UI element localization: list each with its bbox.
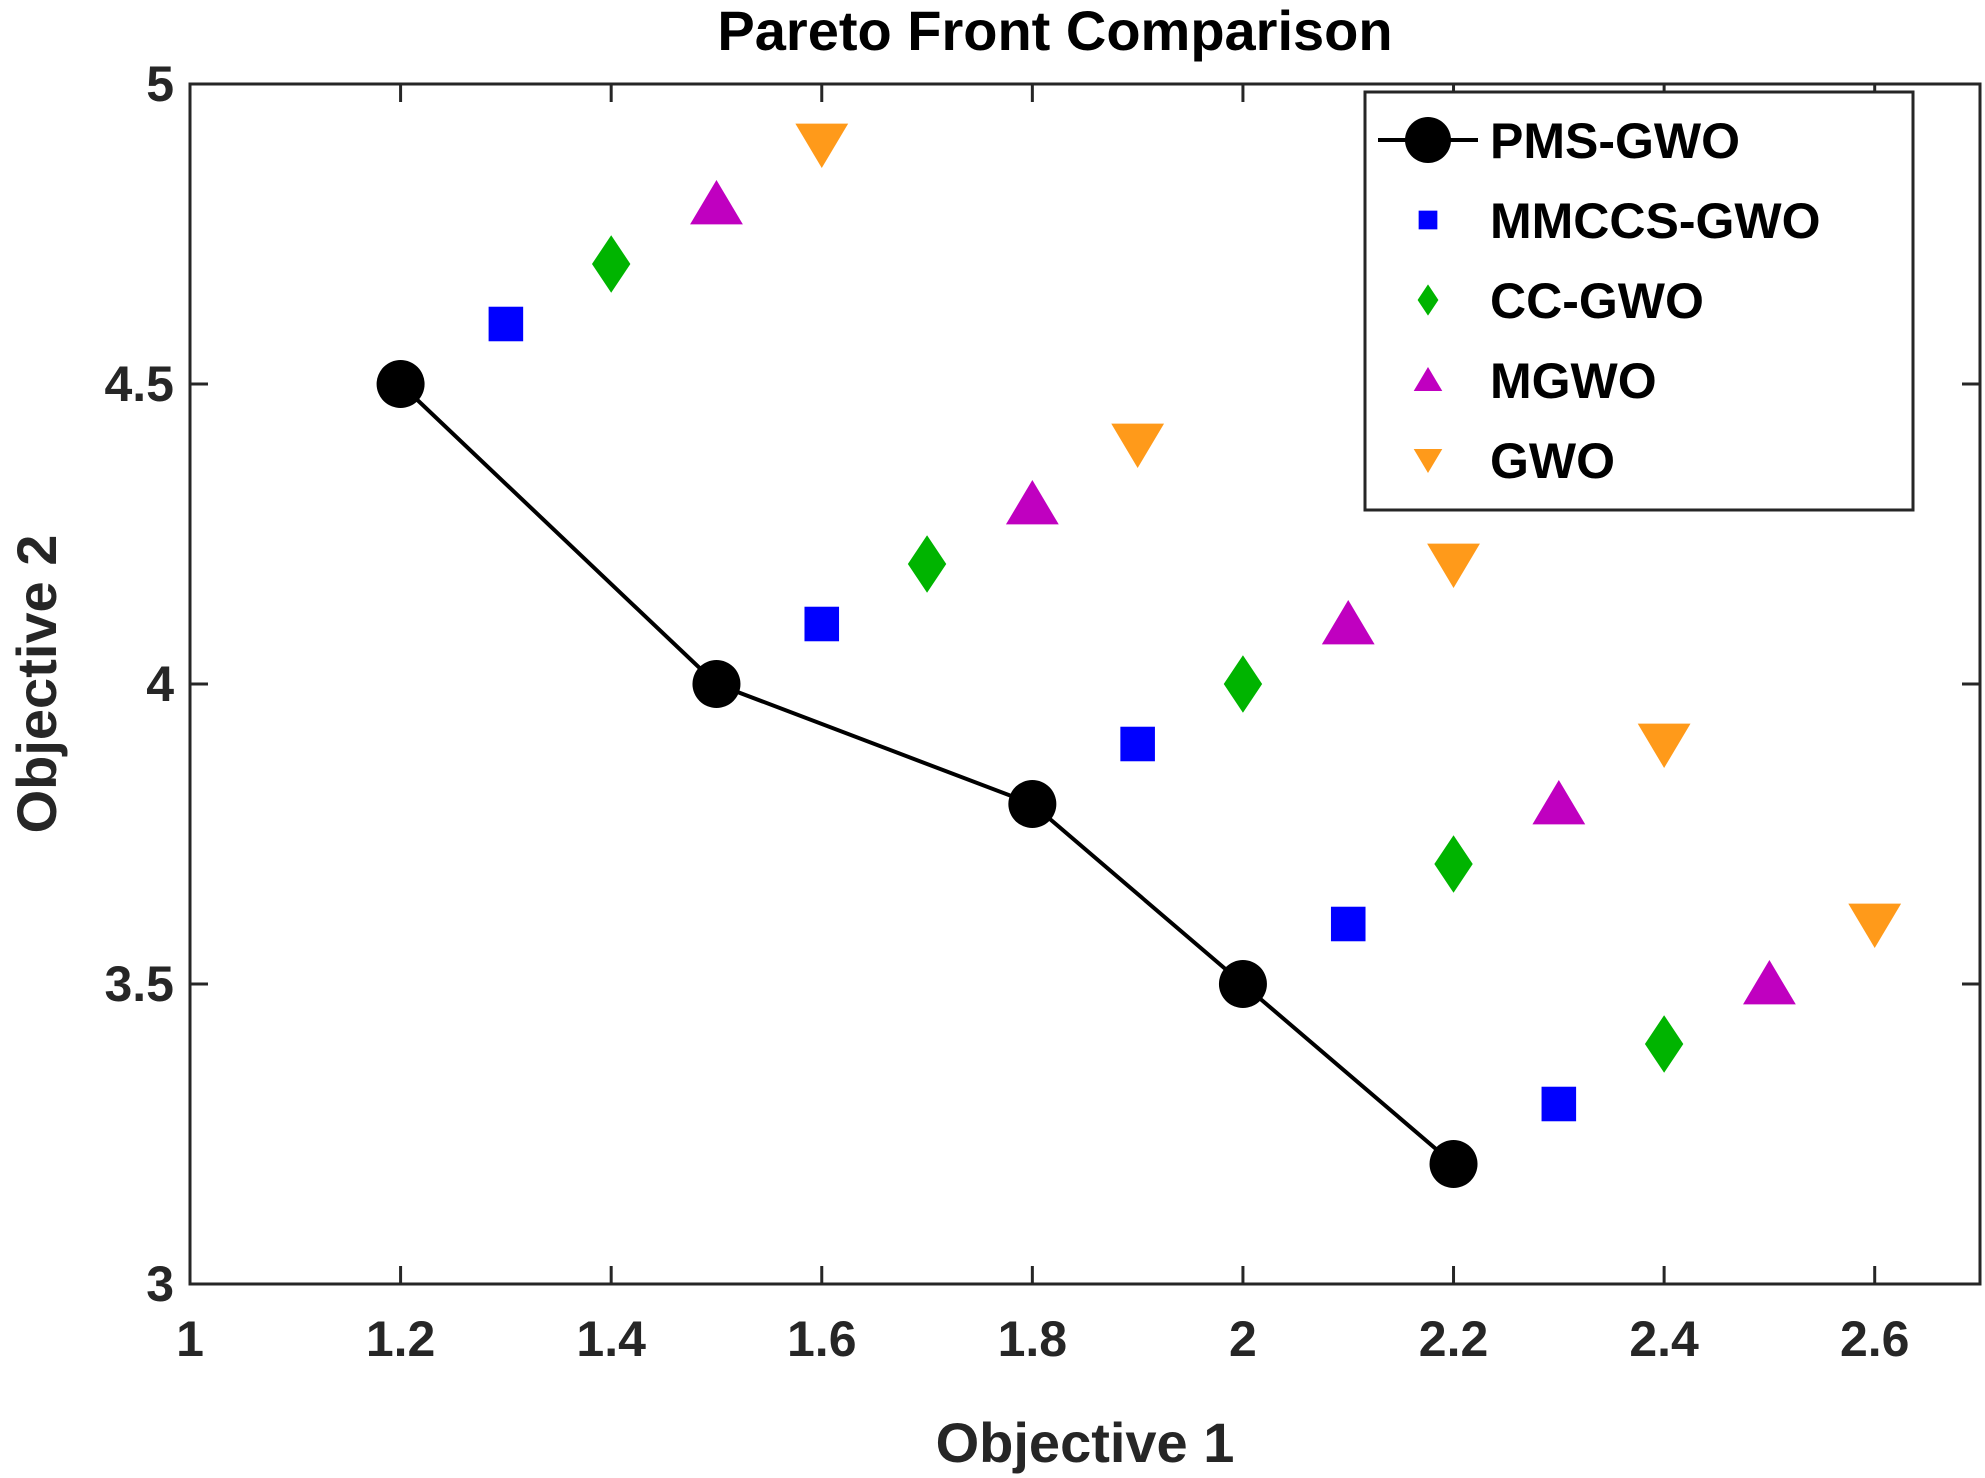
y-tick-label: 4: [146, 656, 174, 712]
data-point: [376, 360, 425, 408]
data-point: [1541, 1086, 1577, 1122]
series-layer: [376, 123, 1902, 1188]
data-point: [907, 535, 947, 593]
legend-item: PMS-GWO: [1378, 113, 1740, 169]
series-gwo: [795, 123, 1902, 948]
data-point: [1637, 723, 1691, 768]
data-point: [1005, 480, 1059, 525]
data-point: [1848, 903, 1902, 948]
x-tick-label: 2.4: [1629, 1311, 1699, 1367]
data-point: [1120, 726, 1155, 762]
legend-label: PMS-GWO: [1490, 113, 1740, 169]
y-tick-label: 5: [146, 56, 174, 112]
legend-item: MMCCS-GWO: [1418, 193, 1821, 249]
legend: PMS-GWO MMCCS-GWO CC-GWO MGWO GWO: [1363, 90, 1915, 512]
legend-label: CC-GWO: [1490, 273, 1704, 329]
data-point: [690, 180, 743, 225]
x-axis: 1 1.2 1.4 1.6 1.8 2 2.2 2.4 2.6: [176, 84, 1909, 1367]
legend-marker: [1405, 117, 1451, 163]
x-tick-label: 1.6: [787, 1311, 857, 1367]
y-axis: 3 3.5 4 4.5 5: [104, 56, 1980, 1312]
data-point: [804, 606, 840, 642]
legend-marker: [1417, 284, 1439, 316]
x-axis-label: Objective 1: [936, 1411, 1235, 1474]
data-point: [591, 235, 631, 293]
data-point: [1644, 1015, 1684, 1073]
legend-marker: [1418, 210, 1438, 230]
x-tick-label: 1.8: [998, 1311, 1068, 1367]
legend-marker: [1413, 448, 1443, 473]
y-tick-label: 4.5: [104, 356, 174, 412]
x-tick-label: 2.6: [1840, 1311, 1910, 1367]
data-point: [1532, 780, 1586, 825]
legend-item: MGWO: [1413, 353, 1657, 409]
series-mmccs-gwo: [488, 306, 1577, 1122]
data-point: [1743, 960, 1796, 1005]
data-point: [1218, 960, 1267, 1008]
data-point: [488, 306, 524, 342]
x-tick-label: 1.2: [366, 1311, 436, 1367]
x-tick-label: 1: [176, 1311, 204, 1367]
data-point: [1429, 1140, 1478, 1188]
series-cc-gwo: [591, 235, 1684, 1073]
data-point: [1111, 423, 1165, 468]
data-point: [1427, 543, 1480, 588]
x-tick-label: 2.2: [1419, 1311, 1489, 1367]
data-point: [1321, 600, 1375, 645]
y-tick-label: 3.5: [104, 956, 174, 1012]
data-point: [1008, 780, 1057, 828]
y-axis-label: Objective 2: [5, 535, 68, 834]
legend-item: CC-GWO: [1417, 273, 1704, 329]
y-tick-label: 3: [146, 1256, 174, 1312]
legend-marker: [1413, 367, 1443, 392]
legend-box: [1363, 90, 1915, 512]
data-point: [1434, 835, 1473, 893]
data-point: [692, 660, 741, 708]
legend-label: GWO: [1490, 433, 1615, 489]
data-point: [1330, 906, 1366, 942]
legend-item: GWO: [1413, 433, 1615, 489]
legend-label: MGWO: [1490, 353, 1657, 409]
legend-label: MMCCS-GWO: [1490, 193, 1821, 249]
chart-title: Pareto Front Comparison: [717, 0, 1392, 62]
series-mgwo: [690, 180, 1796, 1005]
series-pms-gwo: [376, 360, 1478, 1188]
x-tick-label: 1.4: [576, 1311, 646, 1367]
data-point: [1223, 655, 1263, 713]
x-tick-label: 2: [1229, 1311, 1257, 1367]
data-point: [795, 123, 849, 168]
